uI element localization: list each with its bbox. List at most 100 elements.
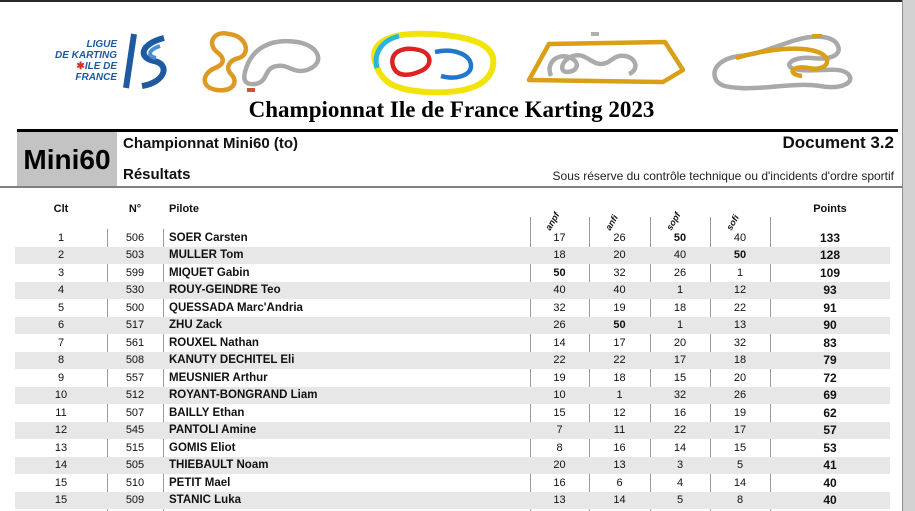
race-score-cell: 13 — [553, 494, 566, 507]
race-score-cell: 16 — [673, 406, 687, 419]
driver-name-cell: THIEBAULT Noam — [169, 459, 269, 472]
points-cell: 93 — [823, 283, 837, 298]
kart-number-cell: 545 — [125, 424, 145, 437]
circuit-map-3-icon — [526, 32, 686, 85]
race-score-cell: 8 — [556, 441, 563, 454]
rank-cell: 7 — [57, 336, 65, 349]
race-score-cell: 22 — [553, 354, 566, 367]
race-score-cell: 15 — [553, 406, 566, 419]
race-score-cell: 1 — [736, 266, 744, 279]
points-cell: 83 — [823, 335, 837, 350]
race-score-cell: 32 — [553, 301, 566, 314]
race-score-cell: 40 — [733, 231, 747, 244]
kart-number-cell: 503 — [125, 249, 145, 262]
race-score-cell: 40 — [613, 284, 626, 297]
kart-number-cell: 599 — [125, 266, 145, 279]
driver-name-cell: BAILLY Ethan — [169, 406, 245, 419]
race-score-cell: 19 — [613, 301, 626, 314]
race-score-cell: 10 — [553, 389, 566, 402]
kart-number-cell: 509 — [125, 494, 145, 507]
category-banner: Mini60 Championnat Mini60 (to) Résultats… — [17, 129, 898, 187]
driver-name-cell: PANTOLI Amine — [169, 424, 257, 437]
race-score-cell: 50 — [613, 319, 626, 332]
driver-name-cell: ZHU Zack — [169, 319, 223, 332]
table-row: 15 509 STANIC Luka 13 14 5 8 40 — [15, 491, 890, 509]
race-score-cell: 5 — [676, 494, 684, 507]
kart-number-cell: 561 — [125, 336, 145, 349]
race-score-cell: 1 — [676, 284, 684, 297]
race-score-cell: 4 — [676, 476, 684, 489]
race-score-cell: 12 — [733, 284, 747, 297]
points-cell: 57 — [823, 423, 837, 438]
driver-name-cell: KANUTY DECHITEL Eli — [169, 354, 295, 367]
kart-number-cell: 517 — [125, 319, 145, 332]
table-row: 6 517 ZHU Zack 26 50 1 13 90 — [15, 316, 890, 334]
league-logo: LIGUE DE KARTING ✱ILE DE FRANCE — [55, 30, 172, 92]
points-cell: 62 — [823, 405, 837, 420]
driver-name-cell: SOER Carsten — [169, 231, 248, 244]
table-row: 7 561 ROUXEL Nathan 14 17 20 32 83 — [15, 334, 890, 352]
driver-name-cell: STANIC Luka — [169, 494, 241, 507]
race-score-cell: 22 — [613, 354, 626, 367]
column-divider — [107, 229, 108, 511]
race-score-cell: 32 — [673, 389, 687, 402]
kart-number-cell: 515 — [125, 441, 145, 454]
race-score-cell: 17 — [613, 336, 626, 349]
col-header-pilote: Pilote — [169, 203, 199, 215]
results-heading: Résultats — [123, 166, 191, 183]
rank-cell: 9 — [57, 371, 65, 384]
logo-star-icon: ✱ — [76, 61, 85, 72]
driver-name-cell: MIQUET Gabin — [169, 266, 250, 279]
kart-number-cell: 500 — [125, 301, 145, 314]
logo-line-1: LIGUE — [86, 39, 118, 50]
table-row: 1 506 SOER Carsten 17 26 50 40 133 — [15, 229, 890, 247]
table-row: 14 505 THIEBAULT Noam 20 13 3 5 41 — [15, 456, 890, 474]
driver-name-cell: GOMIS Eliot — [169, 441, 236, 454]
points-cell: 69 — [823, 388, 837, 403]
race-score-cell: 20 — [613, 249, 626, 262]
race-score-cell: 26 — [553, 319, 566, 332]
points-cell: 128 — [819, 248, 841, 263]
disclaimer-text: Sous réserve du contrôle technique ou d'… — [552, 169, 894, 183]
race-score-cell: 19 — [553, 371, 566, 384]
driver-name-cell: ROYANT-BONGRAND Liam — [169, 389, 318, 402]
driver-name-cell: MULLER Tom — [169, 249, 244, 262]
driver-name-cell: ROUXEL Nathan — [169, 336, 259, 349]
driver-name-cell: ROUY-GEINDRE Teo — [169, 284, 281, 297]
race-score-cell: 50 — [733, 249, 747, 262]
race-score-cell: 18 — [553, 249, 566, 262]
rank-cell: 13 — [54, 441, 68, 454]
circuit-map-4-icon — [712, 34, 853, 91]
kart-number-cell: 512 — [125, 389, 145, 402]
race-score-cell: 50 — [673, 231, 687, 244]
circuit-map-1-icon — [202, 31, 321, 93]
points-cell: 133 — [819, 230, 841, 245]
banner-titles: Championnat Mini60 (to) Résultats — [117, 132, 553, 187]
window-scrollbar[interactable] — [902, 0, 915, 511]
points-cell: 109 — [819, 265, 841, 280]
rank-cell: 1 — [57, 231, 65, 244]
race-score-cell: 14 — [553, 336, 566, 349]
race-score-cell: 22 — [733, 301, 747, 314]
table-row: 10 512 ROYANT-BONGRAND Liam 10 1 32 26 6… — [15, 386, 890, 404]
race-score-cell: 19 — [733, 406, 747, 419]
points-cell: 53 — [823, 440, 837, 455]
rank-cell: 8 — [57, 354, 65, 367]
race-score-cell: 14 — [613, 494, 626, 507]
points-cell: 91 — [823, 300, 837, 315]
race-score-cell: 20 — [553, 459, 566, 472]
race-score-cell: 32 — [613, 266, 626, 279]
col-header-clt: Clt — [53, 203, 69, 215]
kart-number-cell: 510 — [125, 476, 145, 489]
race-score-cell: 1 — [616, 389, 623, 402]
race-score-cell: 40 — [673, 249, 687, 262]
rank-cell: 12 — [54, 424, 68, 437]
points-cell: 40 — [823, 475, 837, 490]
table-row: 13 515 GOMIS Eliot 8 16 14 15 53 — [15, 439, 890, 457]
table-row: 4 530 ROUY-GEINDRE Teo 40 40 1 12 93 — [15, 281, 890, 299]
rank-cell: 11 — [55, 406, 67, 419]
race-score-cell: 20 — [733, 371, 747, 384]
race-score-cell: 14 — [673, 441, 687, 454]
race-score-cell: 16 — [613, 441, 626, 454]
race-score-cell: 26 — [673, 266, 687, 279]
